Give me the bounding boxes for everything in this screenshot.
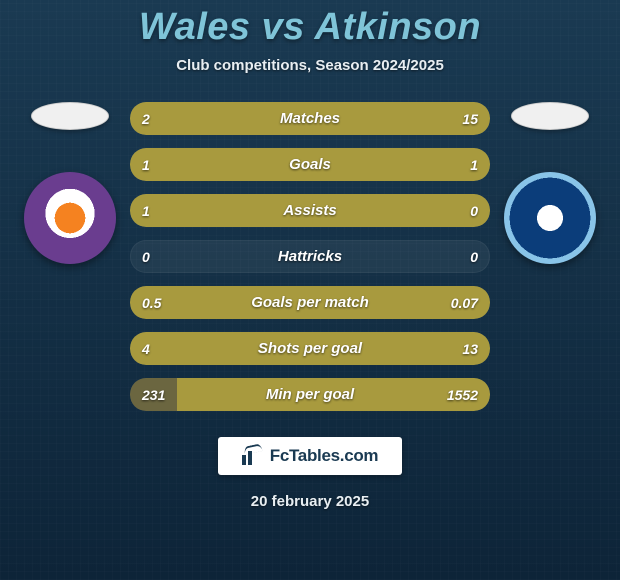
stat-bar-right <box>215 332 490 365</box>
stat-bar-right <box>172 102 490 135</box>
stat-row: 215Matches <box>130 102 490 135</box>
right-side <box>490 102 610 264</box>
stat-row: 2311552Min per goal <box>130 378 490 411</box>
brand-chart-icon <box>242 447 264 465</box>
main-row: 215Matches 11Goals 10Assists 0 0Hattricks 0.5… <box>0 102 620 411</box>
left-club-logo <box>24 172 116 264</box>
player2-name: Atkinson <box>315 6 482 48</box>
stat-bar-right <box>446 286 490 319</box>
subtitle: Club competitions, Season 2024/2025 <box>176 57 444 74</box>
left-country-flag <box>31 102 109 130</box>
stat-row: 10Assists <box>130 194 490 227</box>
stat-value-right: 0 <box>470 240 478 273</box>
stat-bar-left <box>130 194 490 227</box>
stats-column: 215Matches 11Goals 10Assists 0 0Hattricks 0.5… <box>130 102 490 411</box>
stat-row: 413Shots per goal <box>130 332 490 365</box>
stat-value-left: 0 <box>142 240 150 273</box>
stat-label: Hattricks <box>130 240 490 273</box>
content-wrapper: Wales vs Atkinson Club competitions, Sea… <box>0 0 620 580</box>
brand-text: FcTables.com <box>270 446 379 466</box>
footer: FcTables.com 20 february 2025 <box>218 437 403 510</box>
stat-row: 0.50.07Goals per match <box>130 286 490 319</box>
stat-bar-left <box>130 102 172 135</box>
vs-label: vs <box>262 6 305 48</box>
right-club-logo <box>504 172 596 264</box>
stat-row: 11Goals <box>130 148 490 181</box>
stat-bar-left <box>130 286 446 319</box>
stat-bar-left <box>130 378 177 411</box>
right-country-flag <box>511 102 589 130</box>
comparison-title: Wales vs Atkinson <box>139 6 481 49</box>
brand-badge: FcTables.com <box>218 437 403 475</box>
stat-bar-right <box>177 378 490 411</box>
stat-bar-left <box>130 148 310 181</box>
player1-name: Wales <box>139 6 251 48</box>
left-side <box>10 102 130 264</box>
date-label: 20 february 2025 <box>251 493 369 510</box>
stat-row: 0 0Hattricks <box>130 240 490 273</box>
stat-bar-right <box>310 148 490 181</box>
stat-bar-left <box>130 332 215 365</box>
